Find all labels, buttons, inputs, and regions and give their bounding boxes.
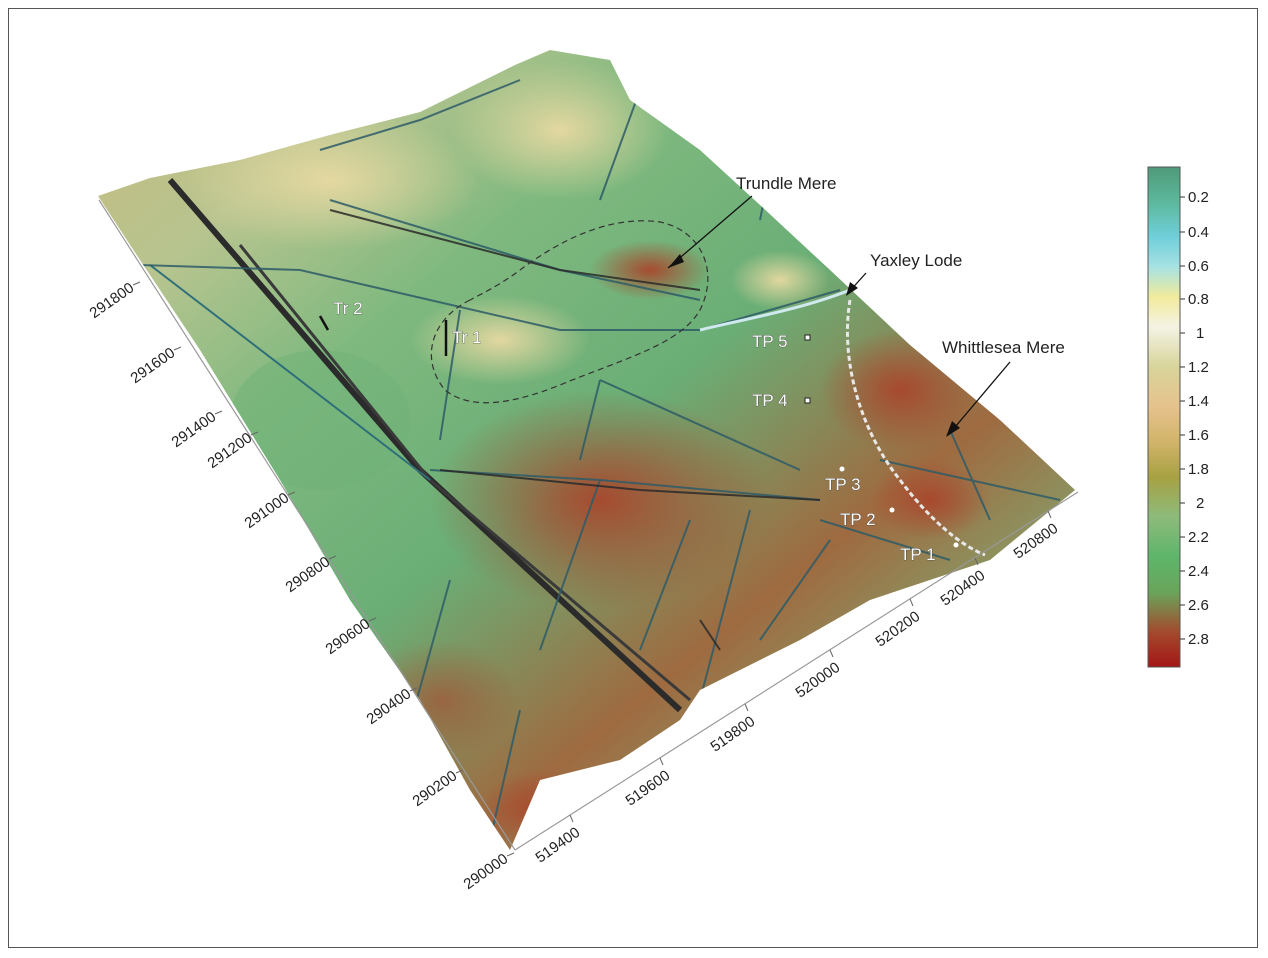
tp1-marker [953,542,959,548]
colorbar: 0.2 0.4 0.6 0.8 1 1.2 1.4 1.6 1.8 2 2.2 … [1147,166,1209,668]
colorbar-tick-1-2: 1.2 [1188,359,1209,376]
label-tp2: TP 2 [840,510,876,529]
arrow-trundle-mere [667,195,753,269]
northing-tick-291600: 291600 [128,344,179,387]
northing-tick-290000: 290000 [461,850,512,893]
colorbar-tick-0-6: 0.6 [1188,258,1209,275]
colorbar-tick-2: 2 [1196,495,1204,512]
northing-tick-291400: 291400 [169,408,220,451]
colorbar-tick-2-2: 2.2 [1188,529,1209,546]
figure-frame [8,8,1258,948]
arrowhead-whittlesea-mere [946,421,960,437]
northing-axis [98,199,516,851]
colorbar-tick-marks [1180,196,1185,640]
colorbar-tick-0-8: 0.8 [1188,291,1209,308]
trundle-mere-outline [430,220,709,404]
easting-tick-520200: 520200 [873,608,924,651]
colorbar-tick-1-8: 1.8 [1188,461,1209,478]
northing-tick-291200: 291200 [205,429,256,472]
colorbar-tick-2-8: 2.8 [1188,631,1209,648]
colorbar-tick-2-6: 2.6 [1188,597,1209,614]
tp3-marker [839,466,845,472]
label-tr2: Tr 2 [333,299,363,318]
label-whittlesea-mere: Whittlesea Mere [942,338,1065,357]
northing-tick-290400: 290400 [364,685,415,728]
easting-tick-520000: 520000 [793,659,844,702]
northing-tick-290200: 290200 [410,767,461,810]
label-tp5: TP 5 [752,332,788,351]
label-tp4: TP 4 [752,391,788,410]
label-tr1: Tr 1 [452,328,482,347]
colorbar-tick-1-4: 1.4 [1188,393,1209,410]
easting-tick-519600: 519600 [623,767,674,810]
label-tp3: TP 3 [825,475,861,494]
easting-axis [514,491,1079,851]
colorbar-tick-1: 1 [1196,325,1204,342]
arrowhead-trundle-mere [668,254,684,268]
easting-tick-519400: 519400 [533,824,584,867]
label-tp1: TP 1 [900,545,936,564]
label-yaxley-lode: Yaxley Lode [870,251,962,270]
tr2-marker [318,315,330,331]
arrow-whittlesea-mere [949,361,1011,434]
northing-tick-291800: 291800 [87,279,138,322]
tp4-marker [804,397,811,404]
northing-tick-marks [132,281,515,857]
northing-tick-290800: 290800 [283,553,334,596]
colorbar-tick-1-6: 1.6 [1188,427,1209,444]
tp5-marker [804,334,811,341]
colorbar-tick-0-2: 0.2 [1188,189,1209,206]
northing-tick-290600: 290600 [323,615,374,658]
northing-tick-291000: 291000 [242,489,293,532]
label-trundle-mere: Trundle Mere [736,174,836,193]
colorbar-gradient [1147,166,1181,668]
colorbar-tick-0-4: 0.4 [1188,224,1209,241]
easting-tick-marks [569,510,1052,823]
arrowhead-yaxley-lode [846,282,858,296]
colorbar-tick-2-4: 2.4 [1188,563,1209,580]
easting-tick-519800: 519800 [708,713,759,756]
tp2-marker [889,507,895,513]
